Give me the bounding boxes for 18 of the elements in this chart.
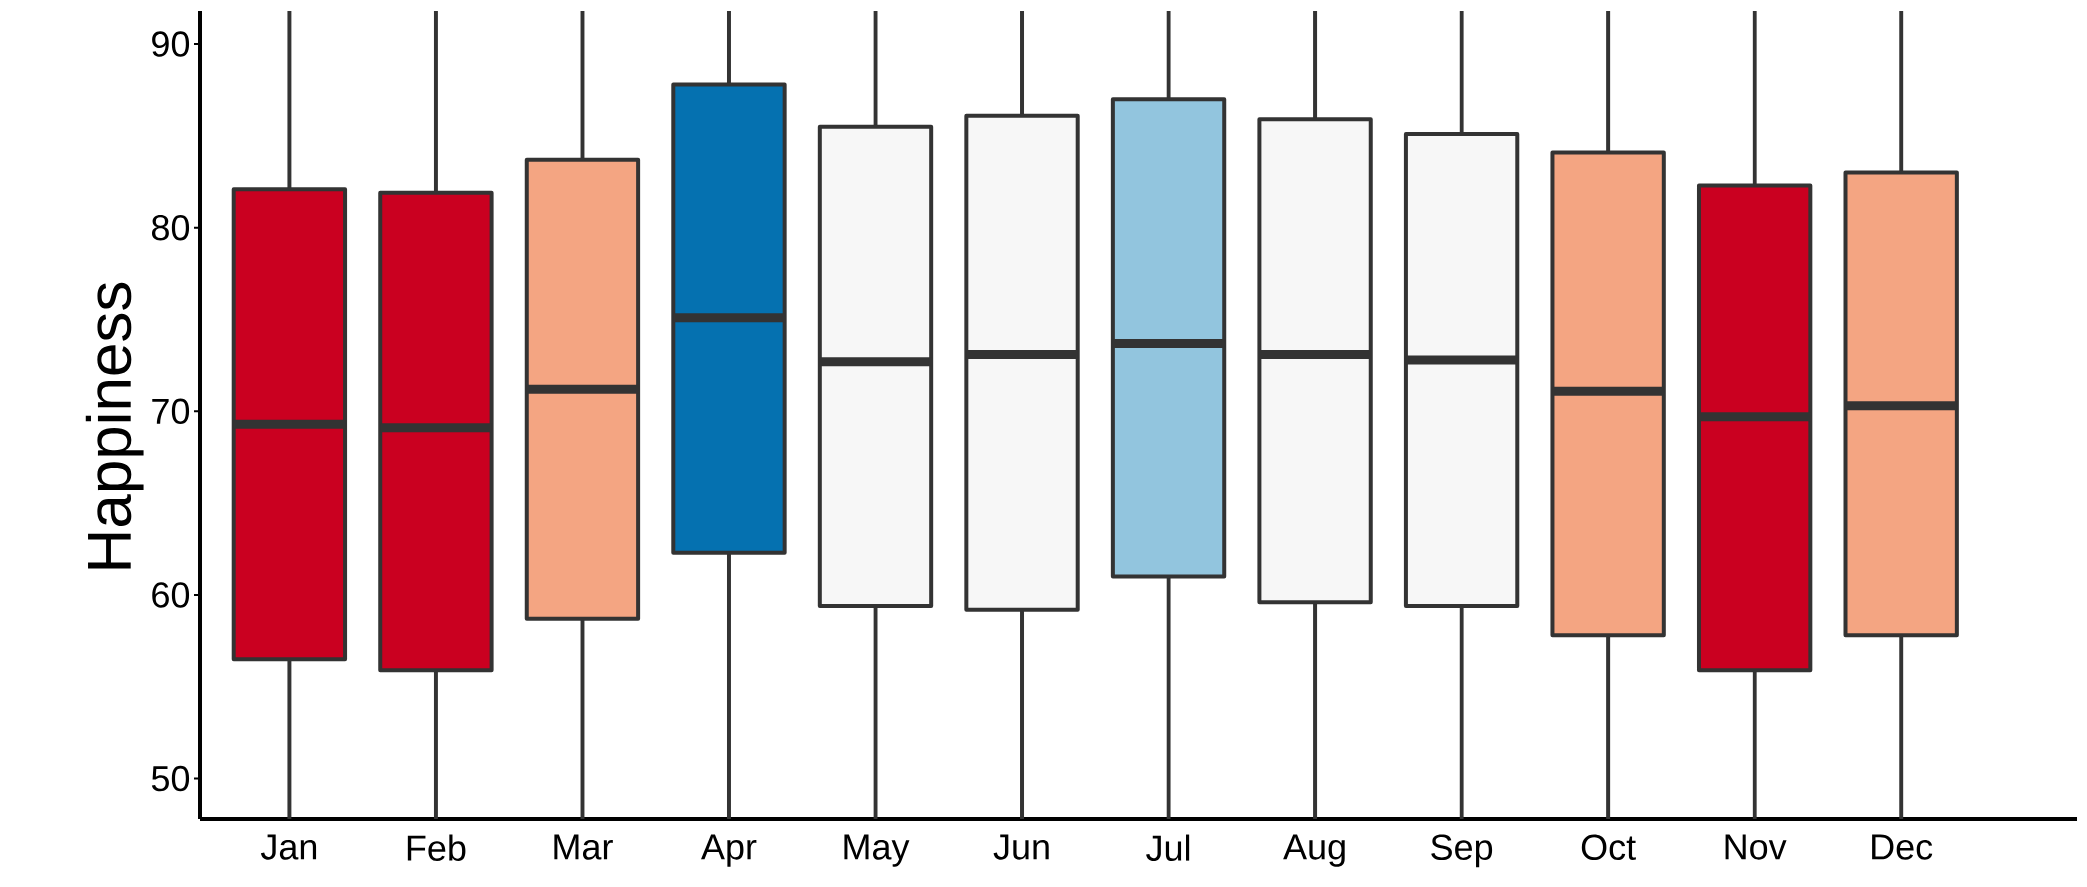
x-tick-label: Oct: [1581, 834, 1636, 861]
x-tick-label: May: [844, 834, 910, 867]
y-tick-label: 90: [152, 31, 190, 57]
x-tick-label: Sep: [1431, 834, 1493, 868]
x-tick-label: Jul: [1146, 834, 1190, 861]
x-tick-label: Nov: [1725, 834, 1787, 860]
y-tick-label: 70: [152, 398, 190, 425]
x-tick-label: Feb: [407, 834, 466, 861]
x-tick-label: Apr: [701, 834, 757, 867]
x-tick-label: Jan: [260, 834, 317, 860]
x-tick-label: Jun: [993, 834, 1049, 860]
x-tick-label: Aug: [1283, 834, 1345, 867]
y-tick-label: 50: [151, 765, 190, 792]
y-tick-label: 60: [152, 582, 190, 608]
x-tick-label: Dec: [1872, 834, 1933, 860]
y-axis-title: Happiness: [85, 282, 144, 569]
x-tick-label: Mar: [554, 834, 613, 860]
y-tick-label: 80: [152, 214, 190, 241]
